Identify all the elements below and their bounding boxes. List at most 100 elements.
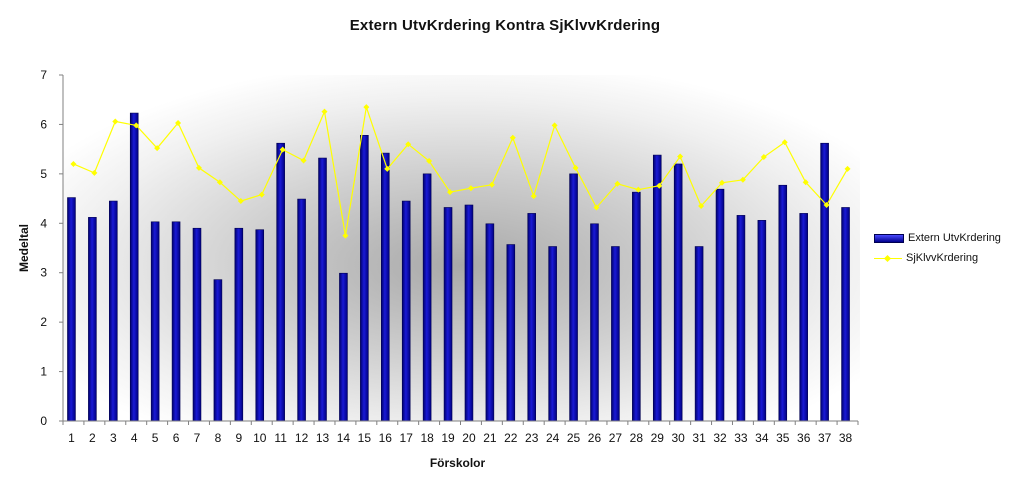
line-point-28 <box>635 186 642 193</box>
x-tick-label-32: 32 <box>713 431 727 445</box>
line-point-17 <box>405 141 412 148</box>
bar-27 <box>611 246 620 422</box>
x-tick-label-20: 20 <box>462 431 476 445</box>
x-tick-label-12: 12 <box>295 431 309 445</box>
y-tick-label-2: 2 <box>40 315 47 329</box>
bar-33 <box>736 215 746 422</box>
line-point-37 <box>823 201 830 208</box>
x-tick-label-28: 28 <box>630 431 644 445</box>
x-tick-label-27: 27 <box>609 431 623 445</box>
x-tick-label-8: 8 <box>215 431 222 445</box>
line-point-25 <box>572 164 579 171</box>
bar-35 <box>778 184 788 422</box>
line-point-38 <box>844 165 851 172</box>
x-axis-label: Förskolor <box>429 456 486 470</box>
bar-26 <box>590 223 599 422</box>
line-point-26 <box>593 204 600 211</box>
bar-25 <box>569 173 578 422</box>
x-tick-label-1: 1 <box>68 431 75 445</box>
bar-24 <box>548 246 557 422</box>
line-point-14 <box>342 232 349 239</box>
line-point-12 <box>300 157 307 164</box>
line-series <box>73 106 849 236</box>
line-point-33 <box>739 176 746 183</box>
bar-3 <box>109 200 118 422</box>
bar-15 <box>360 135 369 422</box>
line-point-13 <box>321 108 328 115</box>
line-point-9 <box>237 198 244 205</box>
y-tick-label-4: 4 <box>40 216 47 230</box>
line-point-8 <box>216 179 223 186</box>
y-tick-label-3: 3 <box>40 266 47 280</box>
x-tick-label-13: 13 <box>316 431 330 445</box>
bar-38 <box>841 207 850 422</box>
x-tick-label-6: 6 <box>173 431 180 445</box>
line-point-24 <box>551 122 558 129</box>
line-point-22 <box>509 134 516 141</box>
bar-4 <box>129 112 139 422</box>
y-tick-label-5: 5 <box>40 167 47 181</box>
bar-6 <box>171 221 181 422</box>
bar-12 <box>297 198 306 422</box>
line-point-16 <box>384 165 391 172</box>
legend-line-swatch <box>874 255 902 262</box>
legend-item-line: SjKlvvKrdering <box>874 248 1001 268</box>
line-point-35 <box>781 139 788 146</box>
line-point-7 <box>195 164 202 171</box>
bar-8 <box>213 279 223 422</box>
bar-19 <box>443 207 453 422</box>
line-point-21 <box>488 181 495 188</box>
x-tick-label-34: 34 <box>755 431 769 445</box>
x-tick-label-35: 35 <box>776 431 790 445</box>
x-tick-label-4: 4 <box>131 431 138 445</box>
bar-20 <box>464 204 474 422</box>
y-tick-label-1: 1 <box>40 365 47 379</box>
x-tick-label-24: 24 <box>546 431 560 445</box>
y-tick-label-6: 6 <box>40 117 47 131</box>
x-tick-label-37: 37 <box>818 431 832 445</box>
line-point-19 <box>447 189 454 196</box>
bar-17 <box>401 200 411 422</box>
bar-9 <box>234 227 244 422</box>
line-point-4 <box>133 122 140 129</box>
bar-28 <box>632 191 641 422</box>
x-tick-label-30: 30 <box>671 431 685 445</box>
line-point-18 <box>426 158 433 165</box>
bar-30 <box>673 163 683 422</box>
y-tick-label-0: 0 <box>40 414 47 428</box>
x-tick-label-9: 9 <box>235 431 242 445</box>
bar-18 <box>422 173 432 422</box>
line-point-10 <box>258 191 265 198</box>
x-tick-label-33: 33 <box>734 431 748 445</box>
x-tick-label-19: 19 <box>441 431 455 445</box>
bar-16 <box>381 152 390 422</box>
line-point-32 <box>719 179 726 186</box>
x-tick-label-25: 25 <box>567 431 581 445</box>
bar-21 <box>485 223 495 422</box>
bar-37 <box>820 142 829 422</box>
legend-bar-swatch <box>874 233 904 243</box>
bar-10 <box>255 229 265 422</box>
line-point-36 <box>802 179 809 186</box>
x-tick-label-23: 23 <box>525 431 539 445</box>
x-tick-label-36: 36 <box>797 431 811 445</box>
x-tick-label-31: 31 <box>692 431 706 445</box>
x-tick-label-21: 21 <box>483 431 497 445</box>
x-tick-label-11: 11 <box>274 431 287 445</box>
legend-label-line: SjKlvvKrdering <box>906 252 979 264</box>
line-point-5 <box>154 145 161 152</box>
line-point-29 <box>656 182 663 189</box>
line-point-3 <box>112 118 119 125</box>
bar-13 <box>318 157 327 422</box>
line-point-2 <box>91 169 98 176</box>
bar-31 <box>694 246 704 422</box>
line-point-15 <box>363 104 370 111</box>
x-tick-label-18: 18 <box>420 431 434 445</box>
x-tick-label-5: 5 <box>152 431 159 445</box>
bar-32 <box>715 188 725 422</box>
x-tick-label-29: 29 <box>651 431 665 445</box>
x-tick-label-15: 15 <box>358 431 372 445</box>
line-point-34 <box>760 154 767 161</box>
x-tick-label-14: 14 <box>337 431 351 445</box>
